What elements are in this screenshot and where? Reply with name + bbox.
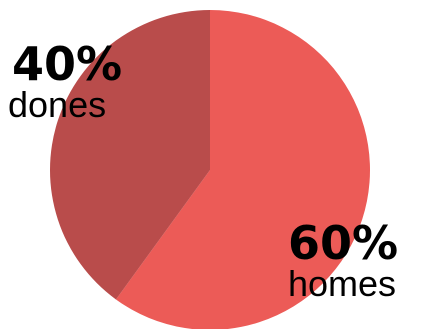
label-homes-percent: 60% [288, 216, 398, 270]
label-dones-name: dones [8, 84, 106, 125]
pie-slices [49, 10, 370, 329]
pie-slice-homes [115, 10, 370, 329]
label-homes: 60% homes [288, 216, 398, 304]
label-dones-percent: 40% [12, 37, 122, 91]
label-dones: 40% dones [8, 37, 122, 125]
pie-slice-dones [49, 10, 211, 300]
label-homes-name: homes [288, 263, 396, 304]
